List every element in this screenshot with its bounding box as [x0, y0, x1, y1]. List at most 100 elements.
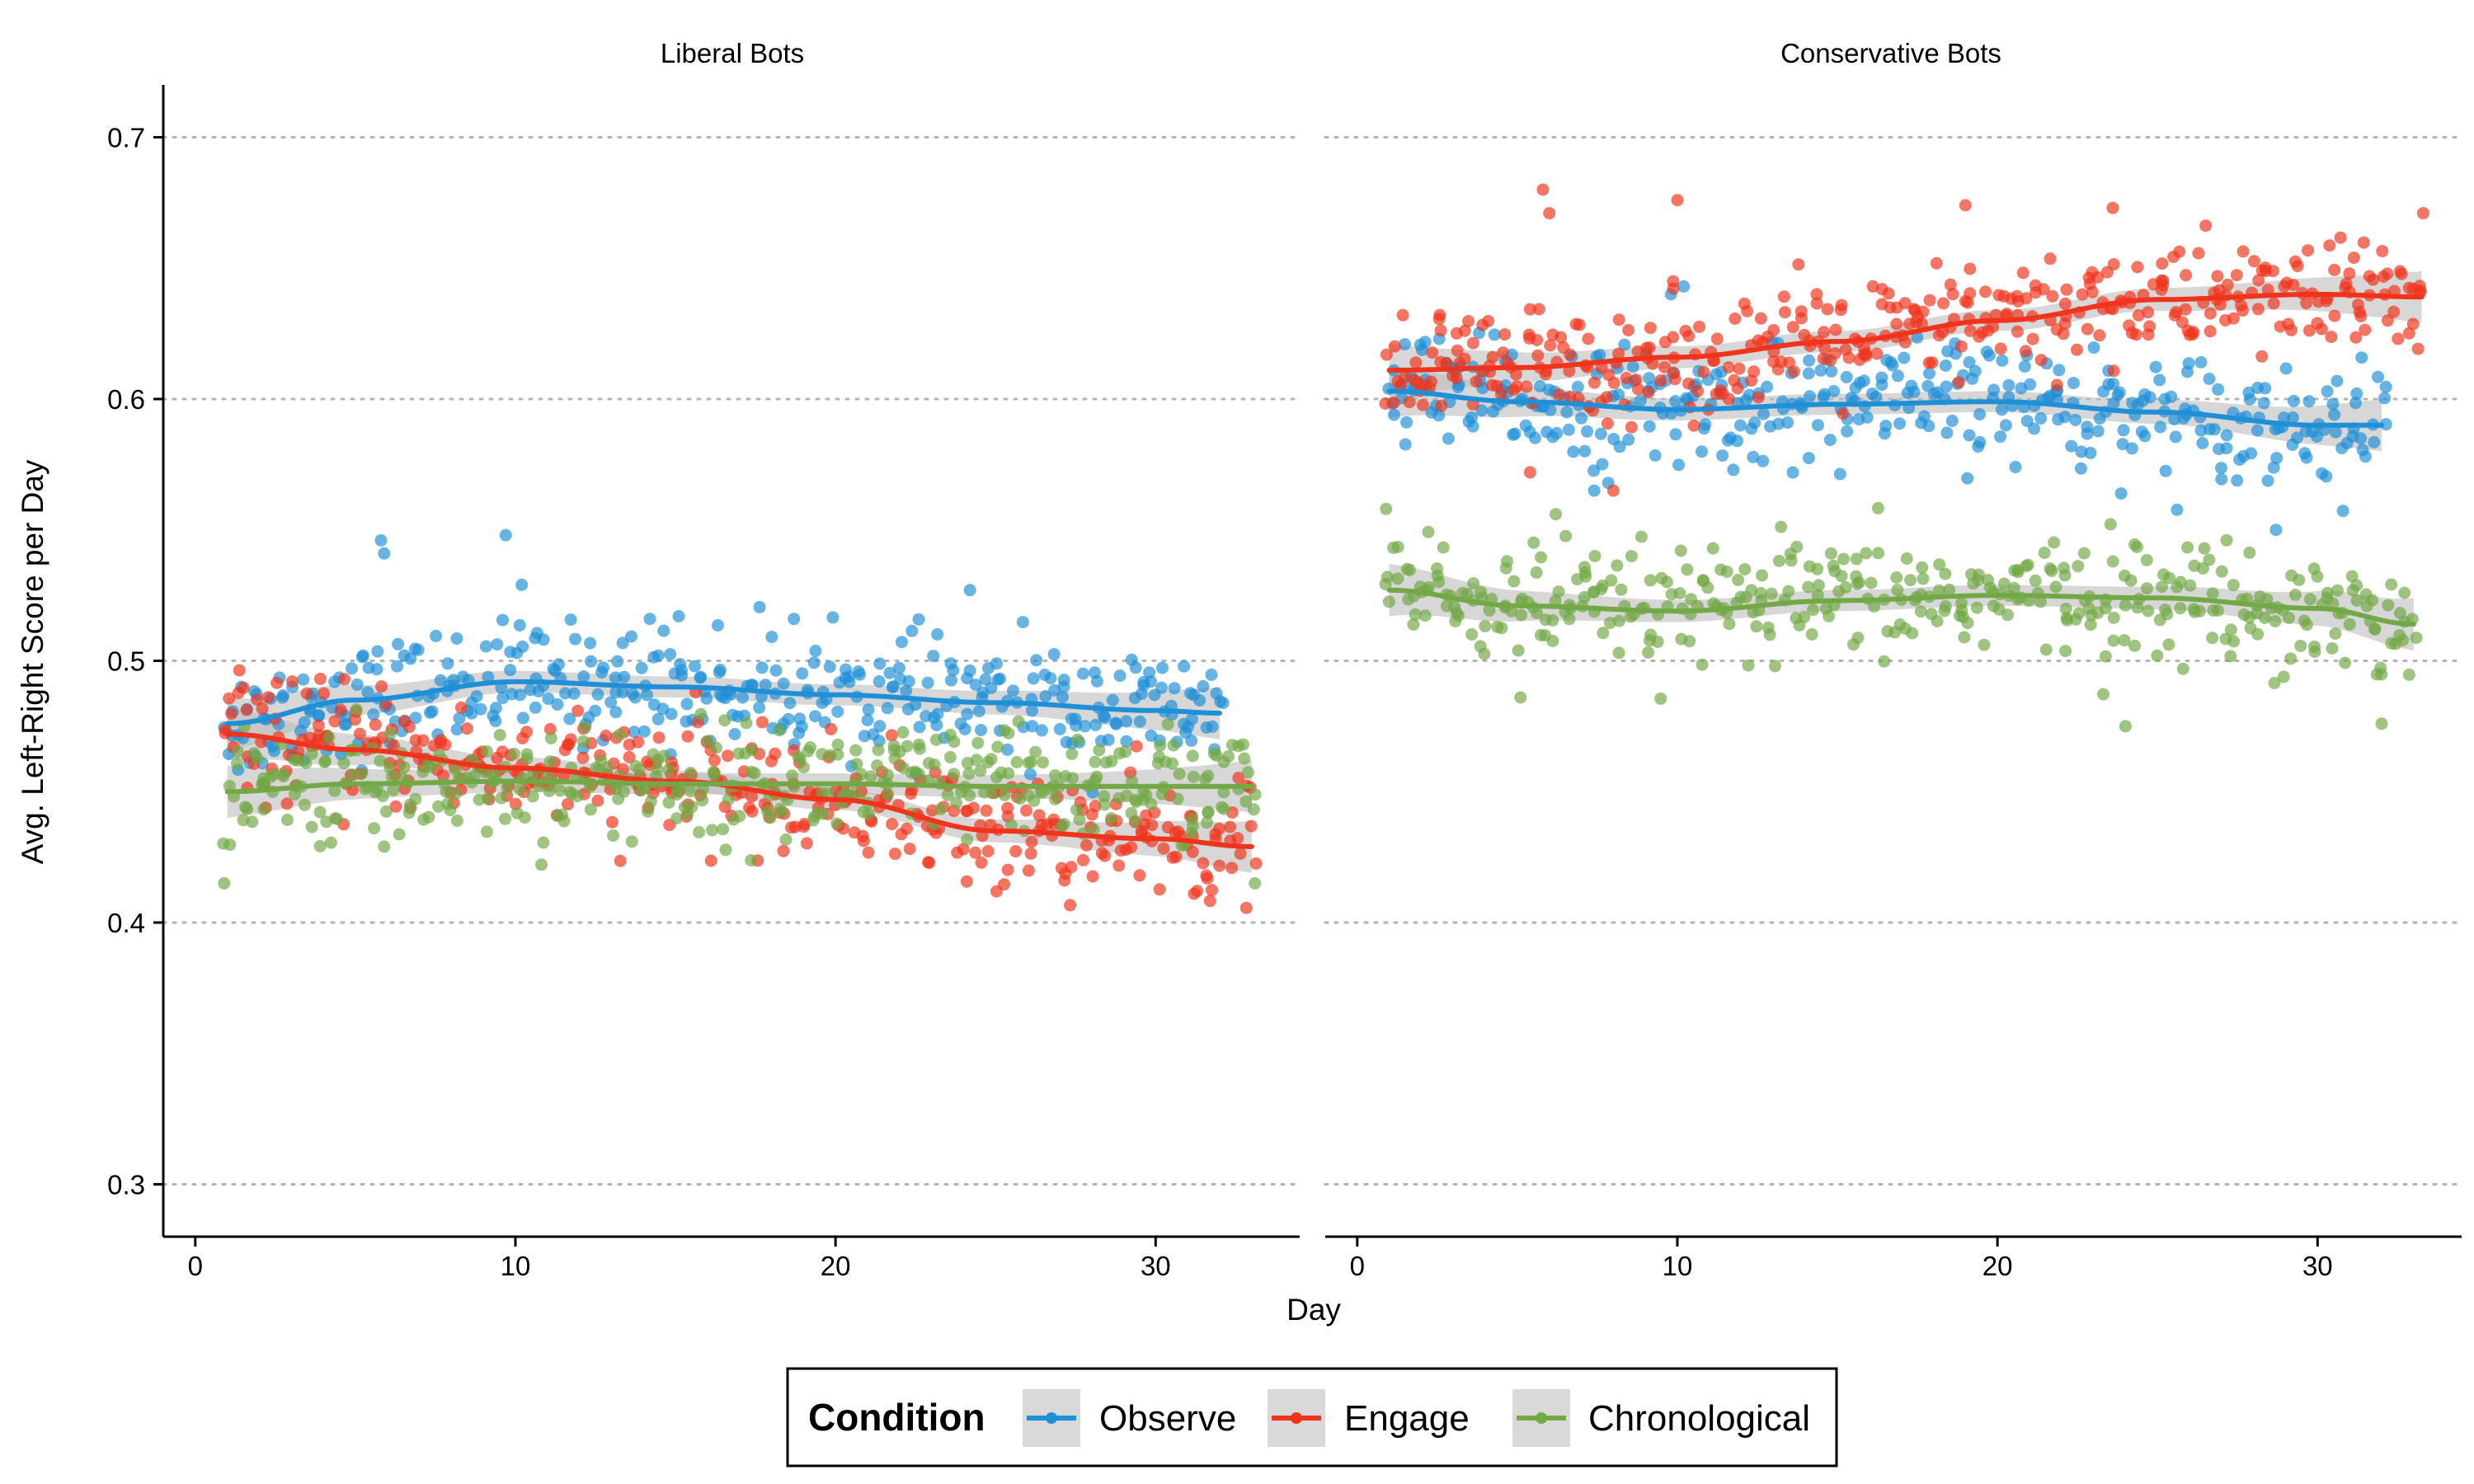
point-chronological	[2203, 553, 2216, 566]
point-engage	[1388, 340, 1401, 353]
point-engage	[1212, 822, 1225, 835]
point-chronological	[1024, 755, 1037, 768]
point-engage	[1201, 871, 1214, 885]
point-engage	[1520, 380, 1533, 393]
point-chronological	[1642, 646, 1655, 659]
point-chronological	[1742, 659, 1755, 672]
point-observe	[755, 661, 769, 674]
point-chronological	[1674, 544, 1687, 557]
point-chronological	[764, 811, 777, 824]
point-engage	[1607, 376, 1620, 389]
point-chronological	[1087, 823, 1100, 836]
point-observe	[611, 655, 624, 668]
point-chronological	[1763, 628, 1776, 641]
point-chronological	[324, 836, 337, 849]
point-engage	[223, 692, 236, 705]
point-engage	[1668, 373, 1681, 386]
point-engage	[1434, 324, 1447, 337]
point-chronological	[385, 770, 398, 783]
point-engage	[1870, 347, 1884, 360]
point-engage	[1944, 278, 1957, 291]
point-observe	[491, 638, 504, 651]
point-chronological	[299, 756, 313, 769]
point-chronological	[2329, 627, 2342, 640]
point-observe	[1026, 704, 1038, 717]
point-chronological	[518, 811, 531, 824]
point-engage	[1752, 391, 1765, 404]
point-chronological	[2084, 618, 2097, 632]
point-observe	[2018, 359, 2031, 373]
point-chronological	[1049, 792, 1061, 805]
point-observe	[1106, 693, 1119, 707]
point-engage	[1133, 869, 1146, 882]
point-observe	[927, 650, 940, 663]
point-chronological	[2410, 632, 2423, 645]
point-chronological	[793, 753, 807, 766]
point-chronological	[322, 730, 336, 744]
point-observe	[1677, 280, 1691, 293]
point-observe	[504, 664, 517, 677]
point-chronological	[1129, 793, 1142, 806]
point-engage	[1249, 857, 1263, 870]
point-chronological	[684, 785, 697, 798]
point-engage	[969, 846, 982, 859]
point-chronological	[710, 741, 723, 754]
point-observe	[1056, 691, 1069, 704]
point-chronological	[1651, 636, 1664, 648]
point-engage	[2328, 263, 2341, 276]
point-engage	[375, 680, 388, 693]
point-chronological	[1422, 581, 1435, 594]
point-observe	[1672, 458, 1685, 472]
point-chronological	[1683, 635, 1696, 648]
point-engage	[901, 822, 913, 835]
point-engage	[1600, 391, 1613, 404]
point-engage	[1507, 383, 1521, 397]
point-chronological	[1644, 574, 1657, 587]
point-chronological	[1837, 552, 1851, 566]
trend-line-chronological	[224, 778, 1254, 795]
point-chronological	[991, 740, 1004, 754]
point-observe	[1057, 680, 1070, 693]
point-chronological	[2198, 542, 2211, 555]
point-chronological	[2268, 677, 2281, 689]
point-observe	[2215, 472, 2228, 486]
point-engage	[1125, 841, 1138, 854]
point-engage	[1898, 297, 1912, 310]
point-engage	[1643, 341, 1656, 355]
point-observe	[2349, 397, 2362, 410]
point-engage	[2406, 317, 2420, 331]
point-engage	[1654, 374, 1667, 387]
point-chronological	[1612, 646, 1625, 660]
point-chronological	[1495, 622, 1508, 635]
point-observe	[765, 631, 778, 644]
point-observe	[298, 716, 311, 729]
point-engage	[1203, 895, 1216, 908]
point-engage	[1682, 377, 1695, 390]
point-observe	[450, 723, 463, 736]
point-chronological	[1559, 529, 1573, 542]
point-engage	[1930, 256, 1943, 270]
point-observe	[994, 672, 1006, 685]
point-chronological	[2021, 558, 2034, 571]
point-chronological	[998, 788, 1011, 801]
point-observe	[2368, 435, 2381, 448]
point-chronological	[722, 793, 735, 806]
point-observe	[1940, 380, 1953, 393]
point-engage	[885, 729, 898, 742]
point-chronological	[1382, 595, 1395, 608]
point-observe	[1145, 675, 1157, 688]
point-chronological	[2308, 646, 2321, 658]
point-engage	[2387, 305, 2401, 318]
point-chronological	[1807, 603, 1819, 617]
point-observe	[2116, 438, 2129, 451]
point-chronological	[246, 815, 259, 829]
point-engage	[300, 687, 313, 700]
point-observe	[456, 670, 469, 683]
point-engage	[1882, 287, 1895, 300]
point-chronological	[1552, 585, 1565, 599]
point-engage	[1186, 845, 1199, 858]
point-chronological	[1983, 581, 1997, 594]
point-observe	[753, 701, 766, 714]
point-engage	[1693, 320, 1705, 333]
point-chronological	[2243, 611, 2256, 624]
